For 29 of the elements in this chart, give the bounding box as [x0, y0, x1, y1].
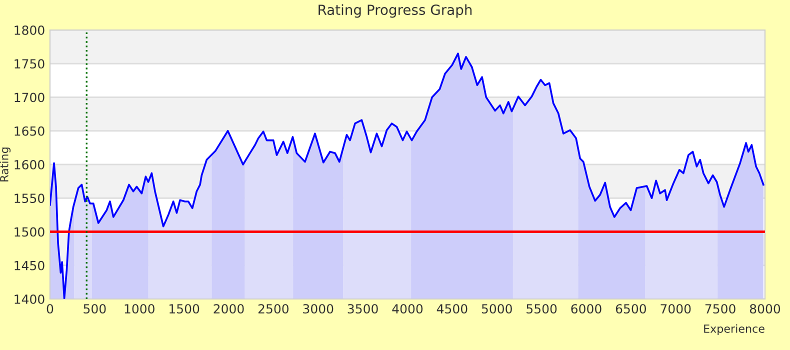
y-tick-label: 1500 — [14, 227, 44, 237]
x-tick-label: 6000 — [571, 304, 602, 314]
x-tick-label: 3000 — [303, 304, 334, 314]
x-axis-title: Experience — [704, 324, 764, 336]
y-tick-label: 1600 — [14, 160, 44, 170]
x-tick-label: 7000 — [660, 304, 691, 314]
x-tick-label: 500 — [84, 304, 106, 314]
y-tick-label: 1400 — [14, 294, 44, 304]
x-tick-label: 5500 — [526, 304, 557, 314]
y-tick-label: 1450 — [14, 260, 44, 270]
chart-title: Rating Progress Graph — [318, 4, 472, 18]
x-tick-label: 1500 — [170, 304, 200, 314]
y-tick-label: 1650 — [14, 126, 44, 136]
y-tick-label: 1550 — [14, 194, 44, 204]
y-tick-label: 1700 — [14, 92, 44, 102]
x-tick-label: 2000 — [214, 304, 244, 314]
x-tick-label: 8000 — [750, 304, 780, 314]
y-tick-label: 1750 — [14, 59, 44, 69]
x-tick-label: 6500 — [616, 304, 646, 314]
x-tick-label: 5000 — [482, 304, 512, 314]
y-axis-title: Rating — [0, 148, 11, 182]
x-tick-label: 7500 — [705, 304, 736, 314]
x-tick-label: 4500 — [436, 304, 468, 314]
x-tick-label: 0 — [46, 304, 54, 314]
x-tick-label: 4000 — [392, 304, 423, 314]
x-tick-label: 2500 — [258, 304, 289, 314]
x-tick-label: 3500 — [348, 304, 378, 314]
x-tick-label: 1000 — [124, 304, 154, 314]
y-tick-label: 1800 — [14, 25, 44, 35]
